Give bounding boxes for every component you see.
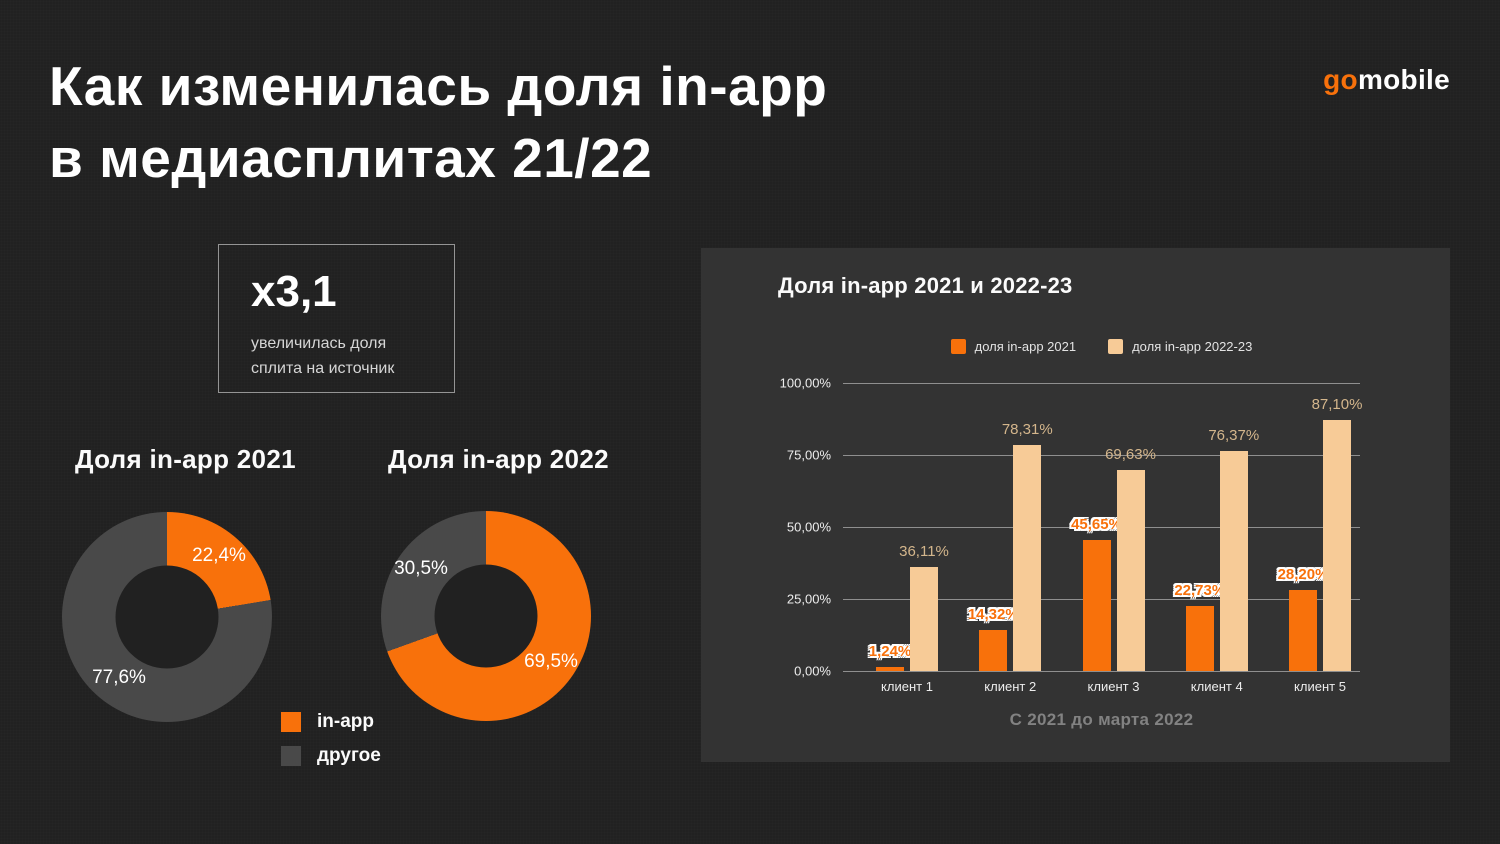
gridline <box>843 383 1360 384</box>
donut-2021-other-label: 77,6% <box>92 667 146 688</box>
bar-group-2: 14,32% 78,31% <box>968 383 1053 671</box>
bar-value-label: 69,63% <box>1105 446 1156 464</box>
bar-group-5: 28,20% 87,10% <box>1278 383 1362 671</box>
bar-group-4: 22,73% 76,37% <box>1174 383 1259 671</box>
stat-caption-line1: увеличилась доля <box>251 335 387 352</box>
x-axis-tick: клиент 1 <box>881 679 933 694</box>
stat-value: x3,1 <box>251 267 337 316</box>
donut-legend-item-0: in-app <box>281 711 381 733</box>
stat-caption-line2: сплита на источник <box>251 360 395 377</box>
bar-value-label: 76,37% <box>1208 427 1260 445</box>
y-axis-tick: 100,00% <box>779 375 831 391</box>
donut-hole <box>115 565 219 669</box>
y-axis-tick: 75,00% <box>786 447 831 463</box>
donut-chart-2022: 30,5% 69,5% <box>381 511 591 721</box>
bar-chart-title: Доля in-app 2021 и 2022-23 <box>778 273 1073 298</box>
bar-доля in-app 2021 <box>1289 589 1317 671</box>
bar-доля in-app 2022-23 <box>1219 451 1248 671</box>
bar-column: 69,63% <box>1105 383 1156 671</box>
bar-value-label: 36,11% <box>899 543 949 561</box>
gridline <box>843 527 1360 528</box>
gridline <box>843 455 1360 456</box>
page-title-line2: в медиасплитах 21/22 <box>49 127 653 189</box>
bar-value-label: 22,73% <box>1174 581 1226 599</box>
bar-доля in-app 2022-23 <box>1116 470 1145 671</box>
gridline <box>843 671 1360 672</box>
bar-доля in-app 2022-23 <box>910 567 938 671</box>
bar-chart-plot: 100,00% 75,00% 50,00% 25,00% 0,00% 1,24% 36,11… <box>780 376 1363 679</box>
donut-2022-title: Доля in-app 2022 <box>388 444 609 474</box>
bar-chart-legend: доля in-app 2021 доля in-app 2022-23 <box>843 339 1360 354</box>
bar-column: 76,37% <box>1208 383 1259 671</box>
bar-value-label: 1,24% <box>868 643 912 661</box>
bar-доля in-app 2021 <box>1082 539 1111 671</box>
y-axis-tick: 0,00% <box>794 663 831 679</box>
donut-2022-other-label: 30,5% <box>394 558 448 579</box>
donut-chart-2021: 22,4% 77,6% <box>62 512 272 722</box>
chart-legend-swatch <box>950 339 966 354</box>
bar-chart-panel: Доля in-app 2021 и 2022-23 доля in-app 2… <box>701 248 1450 762</box>
donut-2022-inapp-label: 69,5% <box>524 651 578 672</box>
bar-доля in-app 2022-23 <box>1013 445 1042 671</box>
page-title-line1: Как изменилась доля in-app <box>49 55 828 117</box>
donut-2021-title: Доля in-app 2021 <box>75 444 296 474</box>
in-app-swatch <box>281 712 301 732</box>
y-axis-tick: 25,00% <box>786 591 831 607</box>
bar-column: 78,31% <box>1002 383 1053 671</box>
bar-value-label: 14,32% <box>967 605 1019 623</box>
x-axis-labels: клиент 1 клиент 2 клиент 3 клиент 4 клиент 5 <box>843 679 1360 699</box>
chart-caption: С 2021 до марта 2022 <box>1009 710 1194 729</box>
logo-go: go <box>1323 64 1358 95</box>
bar-доля in-app 2022-23 <box>1323 420 1351 671</box>
page-title: Как изменилась доля in-app в медиасплита… <box>49 50 827 194</box>
x-axis-tick: клиент 3 <box>1087 679 1140 694</box>
bar-column: 45,65% <box>1071 383 1122 671</box>
bar-group-3: 45,65% 69,63% <box>1071 383 1156 671</box>
gomobile-logo: gomobile <box>1323 64 1450 96</box>
bar-доля in-app 2021 <box>876 667 904 671</box>
x-axis-tick: клиент 5 <box>1294 679 1346 694</box>
bar-column: 22,73% <box>1174 383 1225 671</box>
другое-swatch <box>281 746 301 766</box>
stat-box: x3,1 увеличилась доля сплита на источник <box>218 244 455 393</box>
bar-column: 36,11% <box>899 383 949 671</box>
donut-2021-inapp-label: 22,4% <box>192 545 246 566</box>
bar-column: 87,10% <box>1312 383 1362 671</box>
chart-legend-swatch <box>1108 339 1124 354</box>
chart-legend-label: доля in-app 2022-23 <box>1132 339 1253 354</box>
stat-caption: увеличилась доля сплита на источник <box>251 331 434 381</box>
bar-column: 14,32% <box>968 383 1019 671</box>
bar-доля in-app 2021 <box>1185 605 1214 671</box>
y-axis-tick: 50,00% <box>786 519 831 535</box>
bar-group-1: 1,24% 36,11% <box>869 383 949 671</box>
donut-legend-label: in-app <box>317 711 374 732</box>
chart-legend-label: доля in-app 2021 <box>974 339 1077 354</box>
bar-доля in-app 2021 <box>979 629 1008 671</box>
donut-legend: in-app другое <box>281 711 381 779</box>
x-axis-tick: клиент 2 <box>984 679 1037 694</box>
donut-legend-label: другое <box>317 745 381 766</box>
x-axis-tick: клиент 4 <box>1190 679 1243 694</box>
bar-value-label: 78,31% <box>1001 421 1053 439</box>
bar-column: 28,20% <box>1278 383 1328 671</box>
bar-value-label: 28,20% <box>1277 565 1329 583</box>
bar-value-label: 87,10% <box>1311 396 1363 414</box>
donut-legend-item-1: другое <box>281 745 381 767</box>
chart-legend-item-0: доля in-app 2021 <box>950 339 1077 354</box>
logo-mobile: mobile <box>1357 64 1450 95</box>
bar-value-label: 45,65% <box>1071 515 1122 533</box>
bar-column: 1,24% <box>869 383 911 671</box>
chart-legend-item-1: доля in-app 2022-23 <box>1108 339 1252 354</box>
donut-hole <box>434 564 538 668</box>
